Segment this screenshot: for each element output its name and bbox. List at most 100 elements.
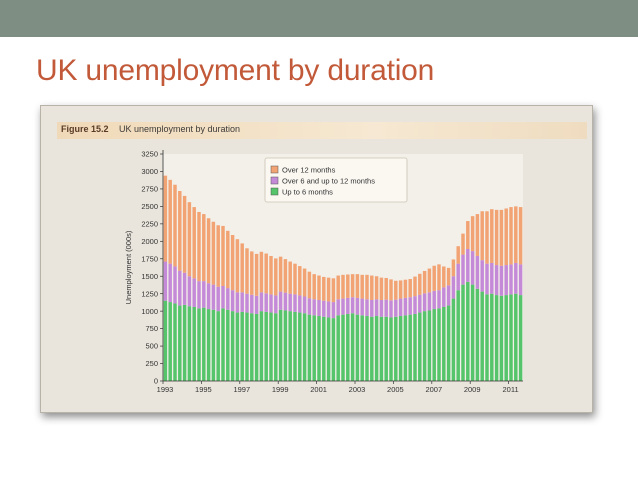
bar-segment-upto6	[494, 295, 499, 381]
bar-segment-upto6	[360, 315, 364, 381]
legend-swatch	[270, 165, 279, 174]
legend-label: Over 12 months	[282, 166, 336, 175]
bar-segment-over12	[485, 211, 489, 264]
bar-segment-over12	[365, 274, 369, 300]
y-axis-label: Unemployment (000s)	[124, 230, 133, 304]
bar-segment-over12	[514, 206, 518, 263]
bar-segment-over12	[461, 233, 465, 255]
bar-segment-6to12	[427, 292, 432, 311]
bar-segment-over12	[326, 277, 331, 302]
y-tick-label: 2500	[141, 202, 158, 211]
bar-segment-over12	[456, 246, 460, 264]
stacked-bar-chart: 0 250 500 750 1000 1250 1500 1750 2000 2250 2500 27…	[124, 150, 523, 394]
bar-segment-6to12	[221, 286, 225, 309]
legend-label: Up to 6 months	[282, 188, 333, 197]
bar-segment-6to12	[480, 260, 484, 292]
bar-segment-6to12	[202, 281, 206, 308]
bar-segment-over12	[302, 268, 307, 297]
bar-segment-over12	[336, 275, 340, 300]
bar-segment-6to12	[336, 299, 340, 316]
bar-segment-over12	[346, 274, 350, 298]
bar-segment-over12	[283, 259, 288, 293]
bar-segment-over12	[446, 267, 451, 286]
bar-segment-6to12	[173, 266, 177, 304]
bar-segment-over12	[494, 209, 499, 266]
bar-segment-over12	[221, 225, 225, 287]
x-tick-label: 1999	[272, 385, 289, 394]
bar-segment-upto6	[274, 313, 278, 381]
bar-segment-upto6	[446, 305, 451, 381]
bar-segment-over12	[317, 275, 321, 300]
bar-segment-6to12	[490, 262, 494, 294]
bar-segment-upto6	[461, 284, 465, 381]
bar-segment-6to12	[274, 295, 278, 314]
bar-segment-over12	[509, 207, 513, 265]
bar-segment-upto6	[283, 310, 288, 381]
y-tick-label: 3250	[141, 150, 158, 159]
bar-segment-upto6	[197, 308, 201, 381]
bar-segment-over12	[418, 273, 422, 295]
bar-segment-over12	[298, 266, 302, 296]
bar-segment-upto6	[422, 311, 427, 381]
bar-segment-upto6	[350, 313, 355, 381]
bar-segment-6to12	[322, 300, 326, 317]
bar-segment-6to12	[514, 262, 518, 294]
bar-segment-6to12	[442, 287, 446, 307]
bar-segment-6to12	[259, 292, 264, 312]
bar-segment-6to12	[226, 288, 230, 310]
bar-segment-over12	[187, 202, 192, 277]
bar-segment-over12	[360, 274, 364, 299]
bar-segment-over12	[389, 279, 393, 301]
x-tick-label: 2005	[387, 385, 404, 394]
bar-segment-over12	[216, 225, 220, 287]
bar-segment-upto6	[432, 309, 436, 381]
bar-segment-upto6	[355, 314, 360, 381]
bar-segment-6to12	[394, 299, 398, 317]
bar-segment-upto6	[240, 311, 244, 381]
bar-segment-upto6	[206, 309, 211, 381]
legend-label: Over 6 and up to 12 months	[282, 177, 375, 186]
y-tick-label: 3000	[141, 167, 158, 176]
bar-segment-6to12	[346, 297, 350, 314]
bar-segment-over12	[226, 230, 230, 289]
legend-swatch	[270, 187, 279, 196]
bar-segment-upto6	[514, 293, 518, 381]
bar-segment-upto6	[346, 313, 350, 381]
bar-segment-6to12	[326, 301, 331, 318]
bar-segment-upto6	[269, 312, 273, 381]
bar-segment-6to12	[317, 299, 321, 317]
bar-segment-6to12	[432, 290, 436, 310]
bar-segment-upto6	[221, 308, 225, 381]
bar-segment-6to12	[350, 297, 355, 314]
bar-segment-upto6	[178, 305, 182, 381]
bar-segment-over12	[293, 263, 297, 295]
x-tick-label: 2007	[425, 385, 442, 394]
bar-segment-upto6	[302, 313, 307, 381]
bar-segment-6to12	[384, 299, 388, 317]
bar-segment-6to12	[302, 296, 307, 314]
bar-segment-over12	[475, 214, 480, 256]
bar-segment-6to12	[178, 270, 182, 306]
bar-segment-upto6	[264, 311, 268, 381]
bar-segment-over12	[437, 264, 441, 291]
bar-segment-upto6	[442, 306, 446, 381]
bar-segment-6to12	[499, 265, 504, 296]
bar-segment-over12	[403, 279, 408, 298]
y-tick-label: 1750	[141, 254, 158, 263]
x-tick-label: 2001	[310, 385, 327, 394]
legend: Over 12 months Over 6 and up to 12 months…	[264, 157, 408, 203]
bar-segment-over12	[374, 276, 379, 300]
bar-segment-upto6	[226, 309, 230, 381]
y-tick-label: 1250	[141, 289, 158, 298]
bar-segment-over12	[427, 268, 432, 293]
figure-photo: Figure 15.2 UK unemployment by duration …	[40, 105, 593, 413]
bar-segment-over12	[168, 179, 172, 264]
x-tick-label: 2003	[349, 385, 366, 394]
bar-segment-6to12	[398, 298, 403, 317]
bar-segment-over12	[211, 221, 216, 285]
bar-segment-upto6	[379, 316, 384, 381]
bar-segment-6to12	[379, 299, 384, 317]
y-tick-label: 2750	[141, 185, 158, 194]
bar-segment-over12	[331, 278, 336, 303]
bar-segment-upto6	[173, 303, 177, 381]
